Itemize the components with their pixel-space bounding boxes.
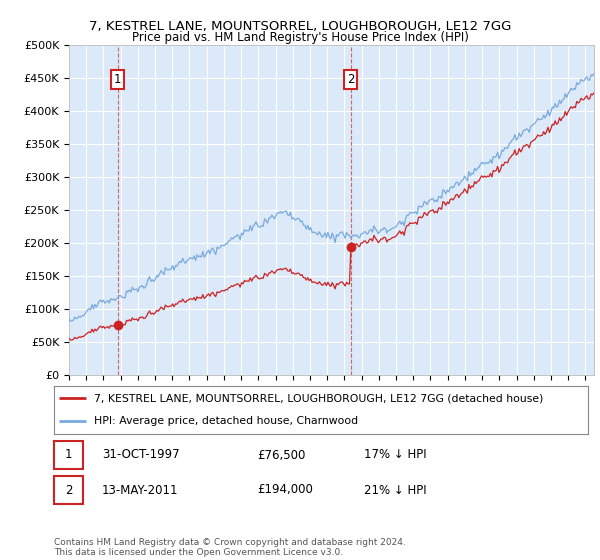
Text: 1: 1 xyxy=(114,73,121,86)
Text: 1: 1 xyxy=(65,449,73,461)
Text: 7, KESTREL LANE, MOUNTSORREL, LOUGHBOROUGH, LE12 7GG: 7, KESTREL LANE, MOUNTSORREL, LOUGHBOROU… xyxy=(89,20,511,32)
Text: £194,000: £194,000 xyxy=(257,483,313,497)
Text: Contains HM Land Registry data © Crown copyright and database right 2024.
This d: Contains HM Land Registry data © Crown c… xyxy=(54,538,406,557)
Text: 7, KESTREL LANE, MOUNTSORREL, LOUGHBOROUGH, LE12 7GG (detached house): 7, KESTREL LANE, MOUNTSORREL, LOUGHBOROU… xyxy=(94,393,544,403)
Text: 17% ↓ HPI: 17% ↓ HPI xyxy=(364,449,427,461)
Text: Price paid vs. HM Land Registry's House Price Index (HPI): Price paid vs. HM Land Registry's House … xyxy=(131,31,469,44)
Text: 13-MAY-2011: 13-MAY-2011 xyxy=(102,483,179,497)
Text: HPI: Average price, detached house, Charnwood: HPI: Average price, detached house, Char… xyxy=(94,416,358,426)
FancyBboxPatch shape xyxy=(54,441,83,469)
Text: 21% ↓ HPI: 21% ↓ HPI xyxy=(364,483,427,497)
Text: 2: 2 xyxy=(65,483,73,497)
Text: 2: 2 xyxy=(347,73,355,86)
Text: 31-OCT-1997: 31-OCT-1997 xyxy=(102,449,179,461)
FancyBboxPatch shape xyxy=(54,477,83,503)
Text: £76,500: £76,500 xyxy=(257,449,305,461)
